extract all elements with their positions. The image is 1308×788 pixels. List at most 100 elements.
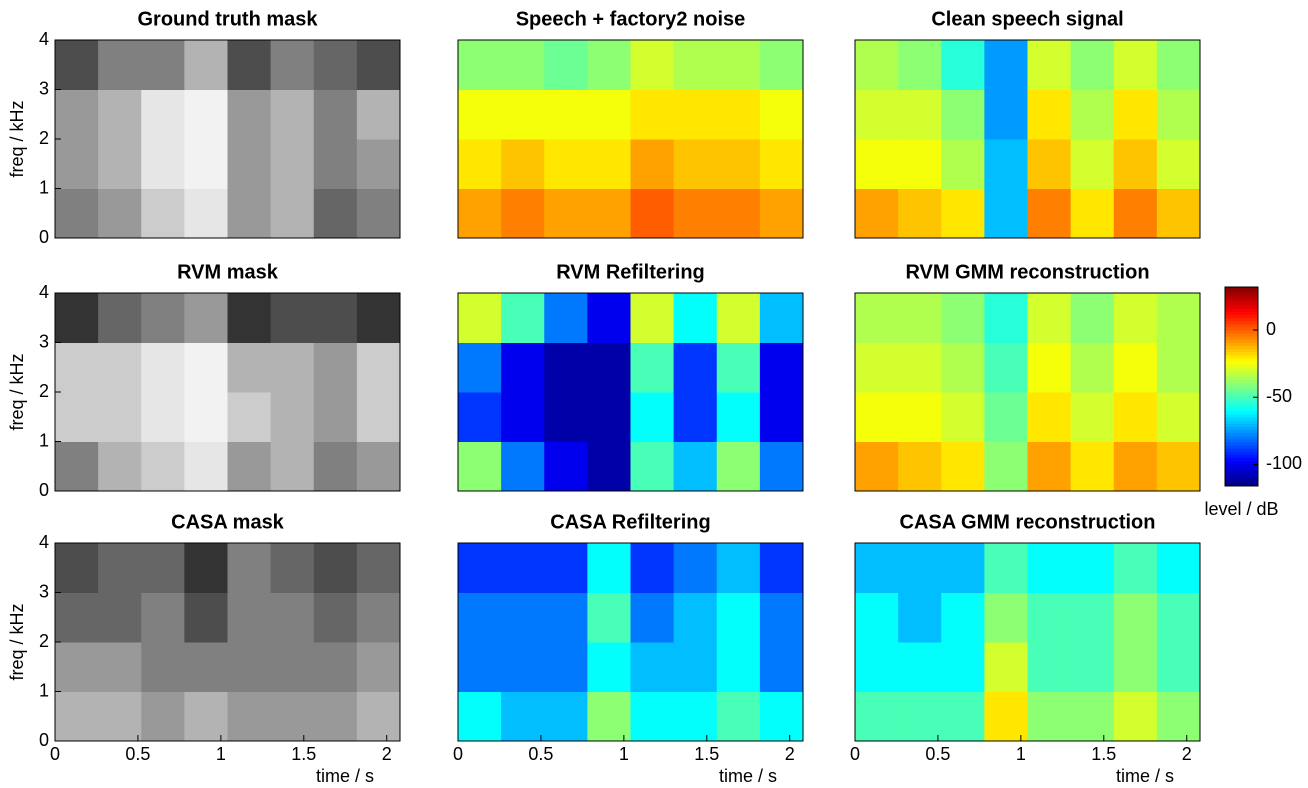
cell — [587, 40, 631, 90]
cell — [1156, 342, 1201, 393]
cell — [1027, 392, 1072, 442]
cell — [270, 691, 315, 742]
cell — [356, 441, 401, 492]
axes-frame — [854, 39, 1201, 239]
cell — [270, 642, 315, 692]
colorbar-band — [1225, 330, 1258, 335]
cell — [1156, 691, 1201, 742]
cell — [184, 392, 228, 442]
cell — [1070, 293, 1115, 343]
cell — [458, 139, 502, 189]
cell — [141, 642, 185, 692]
cell — [227, 441, 272, 492]
y-tick-label: 1 — [39, 430, 49, 450]
cell — [141, 40, 185, 90]
cell — [270, 188, 315, 239]
colorbar-band — [1225, 336, 1258, 341]
cell — [356, 691, 401, 742]
cell — [227, 642, 272, 692]
cell — [458, 392, 502, 442]
panel-title: CASA GMM reconstruction — [900, 511, 1156, 533]
colorbar-band — [1225, 389, 1258, 394]
cell — [941, 40, 985, 90]
colorbar-band — [1225, 454, 1258, 459]
cell — [227, 139, 272, 189]
cell — [1113, 188, 1158, 239]
cell — [55, 342, 99, 393]
y-axis-label: freq / kHz — [7, 100, 27, 177]
panel-title: RVM GMM reconstruction — [905, 261, 1149, 283]
cell — [270, 592, 315, 643]
panel-title: Clean speech signal — [931, 8, 1123, 30]
colorbar-label: level / dB — [1204, 499, 1278, 519]
x-tick-label: 0 — [850, 744, 860, 764]
cell — [1156, 89, 1201, 140]
cell — [630, 392, 675, 442]
x-tick-label: 2 — [382, 744, 392, 764]
cell — [55, 691, 99, 742]
colorbar-band — [1225, 374, 1258, 378]
cell — [356, 188, 401, 239]
cell — [941, 691, 985, 742]
colorbar-band — [1225, 395, 1258, 400]
cell — [458, 691, 502, 742]
cell — [141, 89, 185, 140]
colorbar-band — [1225, 324, 1258, 328]
cell — [1156, 40, 1201, 90]
cell — [184, 441, 228, 492]
colorbar-band — [1225, 305, 1258, 310]
cell — [55, 392, 99, 442]
cell — [630, 441, 675, 492]
cell — [98, 543, 142, 593]
cell — [898, 293, 942, 343]
cell — [1027, 139, 1072, 189]
cell — [1156, 139, 1201, 189]
panel-title: Speech + factory2 noise — [516, 8, 746, 30]
colorbar-band — [1225, 479, 1258, 484]
cell — [1027, 592, 1072, 643]
colorbar-band — [1225, 482, 1258, 487]
cell — [716, 293, 761, 343]
cell — [1027, 642, 1072, 692]
colorbar-band — [1225, 327, 1258, 332]
cell — [141, 139, 185, 189]
cell — [855, 543, 899, 593]
colorbar-band — [1225, 377, 1258, 381]
cell — [898, 592, 942, 643]
cell — [501, 139, 545, 189]
cell — [587, 139, 631, 189]
y-tick-label: 4 — [39, 29, 49, 49]
cell — [1070, 40, 1115, 90]
cell — [587, 342, 631, 393]
colorbar-band — [1225, 442, 1258, 447]
cell — [941, 441, 985, 492]
cell — [501, 543, 545, 593]
cell — [716, 441, 761, 492]
cell — [673, 543, 718, 593]
y-tick-label: 0 — [39, 227, 49, 247]
cell — [1070, 392, 1115, 442]
cell — [458, 441, 502, 492]
cell — [673, 89, 718, 140]
cell — [984, 592, 1028, 643]
cell — [898, 40, 942, 90]
colorbar-band — [1225, 355, 1258, 360]
colorbar-band — [1225, 321, 1258, 325]
cell — [356, 139, 401, 189]
cell — [501, 441, 545, 492]
cell — [941, 188, 985, 239]
cell — [313, 89, 358, 140]
cell — [898, 441, 942, 492]
cell — [759, 441, 804, 492]
cell — [356, 342, 401, 393]
cell — [544, 89, 588, 140]
cell — [587, 543, 631, 593]
cell — [1113, 592, 1158, 643]
y-axis-label: freq / kHz — [7, 603, 27, 680]
colorbar-band — [1225, 448, 1258, 453]
cell — [898, 342, 942, 393]
cell — [227, 342, 272, 393]
cell — [673, 642, 718, 692]
cell — [544, 188, 588, 239]
